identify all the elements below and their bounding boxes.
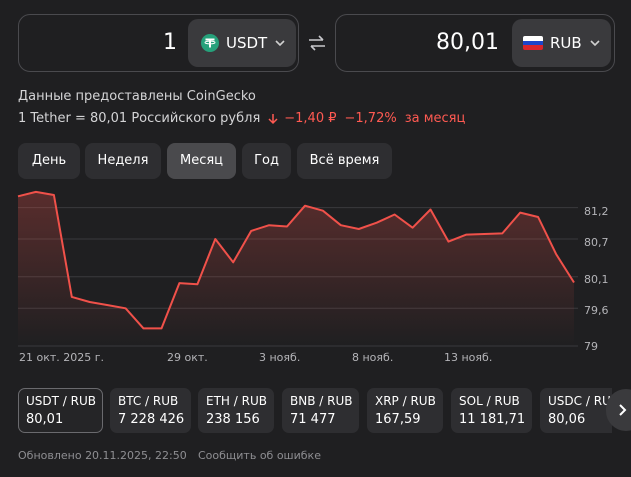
- to-amount-field[interactable]: 80,01 RUB: [335, 14, 615, 72]
- pair-name: XRP / RUB: [375, 394, 436, 408]
- to-currency-code: RUB: [550, 34, 582, 52]
- pair-value: 71 477: [290, 412, 336, 427]
- pair-usdc-rub[interactable]: USDC / RUB 80,06: [540, 388, 612, 433]
- to-amount-value[interactable]: 80,01: [436, 30, 499, 55]
- pair-value: 11 181,71: [459, 412, 526, 427]
- y-tick-label: 80,1: [584, 273, 609, 286]
- pair-name: BTC / RUB: [118, 394, 179, 408]
- x-tick-label: 29 окт.: [167, 351, 208, 364]
- chart-area: [18, 191, 574, 346]
- change-absolute: −1,40 ₽: [284, 111, 337, 126]
- tab-all-time[interactable]: Всё время: [297, 143, 392, 179]
- pair-value: 238 156: [206, 412, 260, 427]
- change-period: за месяц: [404, 111, 466, 126]
- pair-value: 7 228 426: [118, 412, 185, 427]
- rate-text: 1 Tether = 80,01 Российского рубля: [18, 111, 261, 126]
- pair-value: 167,59: [375, 412, 421, 427]
- x-tick-label: 21 окт. 2025 г.: [19, 351, 104, 364]
- tether-logo-icon: [201, 34, 219, 52]
- tab-month[interactable]: Месяц: [167, 143, 236, 179]
- rate-line: 1 Tether = 80,01 Российского рубля −1,40…: [18, 111, 465, 126]
- pair-value: 80,01: [26, 412, 64, 427]
- y-tick-label: 81,2: [584, 205, 609, 218]
- pair-value: 80,06: [548, 412, 586, 427]
- from-currency-code: USDT: [226, 34, 268, 52]
- tab-year[interactable]: Год: [242, 143, 291, 179]
- change-percent: −1,72%: [344, 111, 397, 126]
- swap-arrows-icon[interactable]: [307, 35, 327, 51]
- y-tick-label: 80,7: [584, 236, 609, 249]
- updated-timestamp: Обновлено 20.11.2025, 22:50: [18, 449, 187, 462]
- arrow-down-icon: [268, 113, 278, 124]
- pair-sol-rub[interactable]: SOL / RUB 11 181,71: [451, 388, 532, 433]
- from-currency-select[interactable]: USDT: [188, 19, 296, 67]
- chart-line: [17, 190, 575, 330]
- data-source-label: Данные предоставлены CoinGecko: [18, 89, 256, 104]
- y-tick-label: 79,6: [584, 304, 609, 317]
- pairs-carousel: USDT / RUB 80,01 BTC / RUB 7 228 426 ETH…: [0, 380, 612, 440]
- report-error-link[interactable]: Сообщить об ошибке: [198, 449, 321, 462]
- chevron-down-icon: [275, 40, 285, 47]
- rate-change: −1,40 ₽ −1,72% за месяц: [268, 111, 465, 126]
- pair-btc-rub[interactable]: BTC / RUB 7 228 426: [110, 388, 191, 433]
- russia-flag-icon: [523, 36, 543, 50]
- pair-name: USDC / RUB: [548, 394, 612, 408]
- pair-name: ETH / RUB: [206, 394, 267, 408]
- from-amount-value[interactable]: 1: [163, 30, 177, 55]
- pair-name: USDT / RUB: [26, 394, 96, 408]
- tab-day[interactable]: День: [18, 143, 80, 179]
- pair-bnb-rub[interactable]: BNB / RUB 71 477: [282, 388, 359, 433]
- chevron-down-icon: [590, 40, 600, 47]
- price-chart[interactable]: 81,2 80,7 80,1 79,6 79 21 окт. 2025 г. 2…: [0, 190, 631, 370]
- pair-xrp-rub[interactable]: XRP / RUB 167,59: [367, 388, 443, 433]
- x-tick-label: 3 нояб.: [259, 351, 300, 364]
- pairs-next-button[interactable]: [606, 389, 631, 431]
- x-tick-label: 13 нояб.: [444, 351, 492, 364]
- x-tick-label: 8 нояб.: [352, 351, 393, 364]
- pair-name: SOL / RUB: [459, 394, 520, 408]
- to-currency-select[interactable]: RUB: [512, 19, 611, 67]
- from-amount-field[interactable]: 1 USDT: [18, 14, 299, 72]
- y-tick-label: 79: [584, 340, 598, 353]
- pair-usdt-rub[interactable]: USDT / RUB 80,01: [18, 388, 103, 433]
- chevron-right-icon: [619, 404, 627, 416]
- pair-eth-rub[interactable]: ETH / RUB 238 156: [198, 388, 274, 433]
- tab-week[interactable]: Неделя: [85, 143, 161, 179]
- pair-name: BNB / RUB: [290, 394, 353, 408]
